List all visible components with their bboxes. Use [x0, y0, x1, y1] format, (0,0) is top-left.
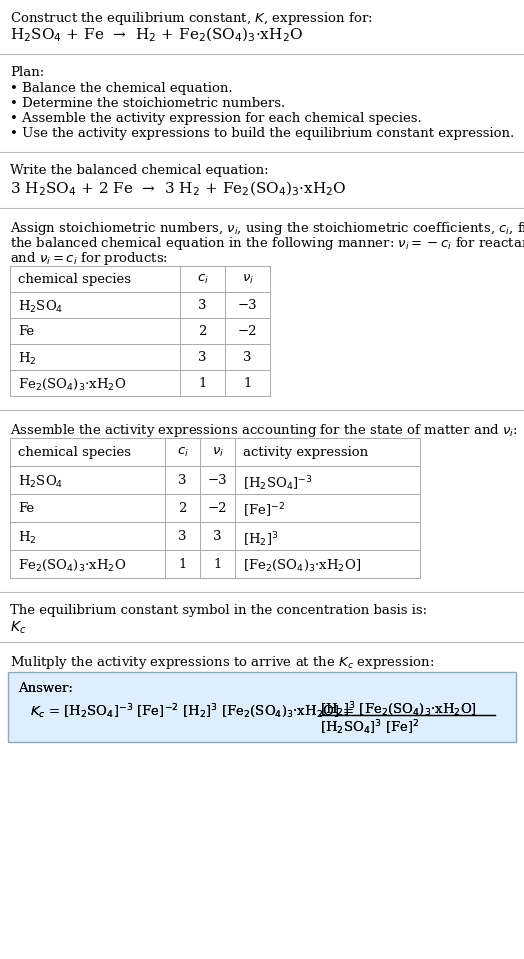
FancyBboxPatch shape: [8, 672, 516, 742]
Text: $K_c$: $K_c$: [10, 620, 26, 637]
Text: 3: 3: [198, 351, 207, 364]
Text: activity expression: activity expression: [243, 446, 368, 459]
Text: $K_c$ = [H$_2$SO$_4$]$^{-3}$ [Fe]$^{-2}$ [H$_2$]$^{3}$ [Fe$_2$(SO$_4$)$_3$·xH$_2: $K_c$ = [H$_2$SO$_4$]$^{-3}$ [Fe]$^{-2}$…: [30, 702, 354, 720]
Text: 1: 1: [198, 377, 206, 390]
Text: Assign stoichiometric numbers, $\nu_i$, using the stoichiometric coefficients, $: Assign stoichiometric numbers, $\nu_i$, …: [10, 220, 524, 237]
Text: [H$_2$]$^3$ [Fe$_2$(SO$_4$)$_3$·xH$_2$O]: [H$_2$]$^3$ [Fe$_2$(SO$_4$)$_3$·xH$_2$O]: [320, 700, 477, 717]
Text: 1: 1: [178, 558, 187, 571]
Text: −3: −3: [238, 299, 257, 312]
Text: 1: 1: [213, 558, 222, 571]
Text: [Fe$_2$(SO$_4$)$_3$·xH$_2$O]: [Fe$_2$(SO$_4$)$_3$·xH$_2$O]: [243, 558, 361, 573]
Text: Fe$_2$(SO$_4$)$_3$·xH$_2$O: Fe$_2$(SO$_4$)$_3$·xH$_2$O: [18, 558, 126, 573]
Text: Fe: Fe: [18, 502, 34, 515]
Text: [H$_2$SO$_4$]$^3$ [Fe]$^2$: [H$_2$SO$_4$]$^3$ [Fe]$^2$: [320, 718, 420, 737]
Text: [H$_2$SO$_4$]$^{-3}$: [H$_2$SO$_4$]$^{-3}$: [243, 474, 313, 493]
Text: 3: 3: [243, 351, 252, 364]
Text: $\nu_i$: $\nu_i$: [242, 273, 254, 286]
Text: 3: 3: [178, 530, 187, 543]
Text: Answer:: Answer:: [18, 682, 73, 695]
Text: Answer:: Answer:: [18, 682, 73, 695]
Text: 3: 3: [198, 299, 207, 312]
Text: $c_i$: $c_i$: [196, 273, 209, 286]
Text: the balanced chemical equation in the following manner: $\nu_i = -c_i$ for react: the balanced chemical equation in the fo…: [10, 235, 524, 252]
Text: $\nu_i$: $\nu_i$: [212, 446, 223, 459]
Text: 3: 3: [178, 474, 187, 487]
Text: • Use the activity expressions to build the equilibrium constant expression.: • Use the activity expressions to build …: [10, 127, 514, 140]
Text: H$_2$: H$_2$: [18, 530, 37, 546]
Text: H$_2$: H$_2$: [18, 351, 37, 367]
Text: Plan:: Plan:: [10, 66, 44, 79]
Text: 1: 1: [243, 377, 252, 390]
Text: 2: 2: [198, 325, 206, 338]
Text: 3: 3: [213, 530, 222, 543]
Text: Fe: Fe: [18, 325, 34, 338]
Text: [H$_2$]$^{3}$: [H$_2$]$^{3}$: [243, 530, 279, 549]
Text: Construct the equilibrium constant, $K$, expression for:: Construct the equilibrium constant, $K$,…: [10, 10, 373, 27]
Text: H$_2$SO$_4$: H$_2$SO$_4$: [18, 474, 63, 490]
Text: 2: 2: [178, 502, 187, 515]
Text: The equilibrium constant symbol in the concentration basis is:: The equilibrium constant symbol in the c…: [10, 604, 427, 617]
Text: Fe$_2$(SO$_4$)$_3$·xH$_2$O: Fe$_2$(SO$_4$)$_3$·xH$_2$O: [18, 377, 126, 392]
Text: $K_c$ = [H$_2$SO$_4$]$^{-3}$ [Fe]$^{-2}$ [H$_2$]$^{3}$ [Fe$_2$(SO$_4$)$_3$·xH$_2: $K_c$ = [H$_2$SO$_4$]$^{-3}$ [Fe]$^{-2}$…: [30, 702, 354, 720]
Text: and $\nu_i = c_i$ for products:: and $\nu_i = c_i$ for products:: [10, 250, 168, 267]
Text: 3 H$_2$SO$_4$ + 2 Fe  →  3 H$_2$ + Fe$_2$(SO$_4$)$_3$·xH$_2$O: 3 H$_2$SO$_4$ + 2 Fe → 3 H$_2$ + Fe$_2$(…: [10, 180, 347, 199]
Text: −2: −2: [208, 502, 227, 515]
Text: [H$_2$SO$_4$]$^3$ [Fe]$^2$: [H$_2$SO$_4$]$^3$ [Fe]$^2$: [320, 718, 420, 737]
Text: [H$_2$]$^3$ [Fe$_2$(SO$_4$)$_3$·xH$_2$O]: [H$_2$]$^3$ [Fe$_2$(SO$_4$)$_3$·xH$_2$O]: [320, 700, 477, 717]
Text: Write the balanced chemical equation:: Write the balanced chemical equation:: [10, 164, 269, 177]
Text: [Fe]$^{-2}$: [Fe]$^{-2}$: [243, 502, 285, 521]
Text: • Assemble the activity expression for each chemical species.: • Assemble the activity expression for e…: [10, 112, 422, 125]
Text: H$_2$SO$_4$: H$_2$SO$_4$: [18, 299, 63, 316]
Text: Assemble the activity expressions accounting for the state of matter and $\nu_i$: Assemble the activity expressions accoun…: [10, 422, 518, 439]
Text: −3: −3: [208, 474, 227, 487]
Text: chemical species: chemical species: [18, 273, 131, 286]
Text: Mulitply the activity expressions to arrive at the $K_c$ expression:: Mulitply the activity expressions to arr…: [10, 654, 434, 671]
Text: $c_i$: $c_i$: [177, 446, 189, 459]
Text: • Balance the chemical equation.: • Balance the chemical equation.: [10, 82, 233, 95]
Text: −2: −2: [238, 325, 257, 338]
Text: chemical species: chemical species: [18, 446, 131, 459]
Text: • Determine the stoichiometric numbers.: • Determine the stoichiometric numbers.: [10, 97, 285, 110]
Text: H$_2$SO$_4$ + Fe  →  H$_2$ + Fe$_2$(SO$_4$)$_3$·xH$_2$O: H$_2$SO$_4$ + Fe → H$_2$ + Fe$_2$(SO$_4$…: [10, 26, 303, 44]
